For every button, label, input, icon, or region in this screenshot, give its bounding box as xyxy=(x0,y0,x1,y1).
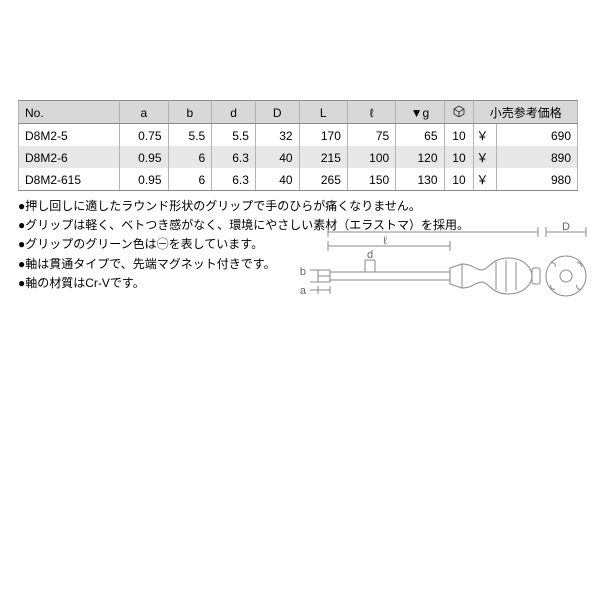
col-a: a xyxy=(120,101,168,124)
diagram-label-d: d xyxy=(367,249,373,261)
note-line: ●押し回しに適したラウンド形状のグリップで手のひらが痛くなりません。 xyxy=(18,197,578,216)
dimension-diagram: L ℓ d b a xyxy=(300,220,590,330)
col-package xyxy=(444,101,474,124)
diagram-label-L: L xyxy=(425,221,431,233)
cell-l: 100 xyxy=(347,146,395,168)
cell-a: 0.95 xyxy=(120,146,168,168)
cell-L: 265 xyxy=(299,168,347,191)
cell-L: 170 xyxy=(299,124,347,147)
col-d: d xyxy=(212,101,256,124)
cell-D: 40 xyxy=(255,168,299,191)
cell-l: 150 xyxy=(347,168,395,191)
cell-L: 215 xyxy=(299,146,347,168)
cell-pk: 10 xyxy=(444,168,474,191)
cell-b: 5.5 xyxy=(168,124,212,147)
cell-a: 0.75 xyxy=(120,124,168,147)
cell-a: 0.95 xyxy=(120,168,168,191)
diagram-label-a: a xyxy=(300,285,307,297)
cell-price: 890 xyxy=(497,146,578,168)
diagram-label-l: ℓ xyxy=(383,235,387,247)
table-row: D8M2-5 0.75 5.5 5.5 32 170 75 65 10 ￥ 69… xyxy=(19,124,578,147)
cell-yen: ￥ xyxy=(474,124,497,147)
table-row: D8M2-615 0.95 6 6.3 40 265 150 130 10 ￥ … xyxy=(19,168,578,191)
cell-price: 980 xyxy=(497,168,578,191)
cell-D: 40 xyxy=(255,146,299,168)
cell-yen: ￥ xyxy=(474,168,497,191)
spec-table: No. a b d D L ℓ ▼g 小売参考価格 xyxy=(18,100,578,191)
table-row: D8M2-6 0.95 6 6.3 40 215 100 120 10 ￥ 89… xyxy=(19,146,578,168)
package-icon xyxy=(453,105,465,120)
cell-d: 6.3 xyxy=(212,168,256,191)
cell-b: 6 xyxy=(168,146,212,168)
col-L: L xyxy=(299,101,347,124)
cell-no: D8M2-6 xyxy=(19,146,120,168)
col-price: 小売参考価格 xyxy=(474,101,578,124)
col-weight: ▼g xyxy=(396,101,444,124)
cell-g: 65 xyxy=(396,124,444,147)
cell-g: 120 xyxy=(396,146,444,168)
table-header-row: No. a b d D L ℓ ▼g 小売参考価格 xyxy=(19,101,578,124)
diagram-label-D: D xyxy=(562,221,570,233)
col-no: No. xyxy=(19,101,120,124)
col-b: b xyxy=(168,101,212,124)
diagram-label-b: b xyxy=(300,266,306,278)
cell-g: 130 xyxy=(396,168,444,191)
cell-no: D8M2-5 xyxy=(19,124,120,147)
cell-pk: 10 xyxy=(444,146,474,168)
cell-yen: ￥ xyxy=(474,146,497,168)
col-D: D xyxy=(255,101,299,124)
col-l: ℓ xyxy=(347,101,395,124)
cell-no: D8M2-615 xyxy=(19,168,120,191)
cell-l: 75 xyxy=(347,124,395,147)
cell-D: 32 xyxy=(255,124,299,147)
cell-d: 5.5 xyxy=(212,124,256,147)
cell-d: 6.3 xyxy=(212,146,256,168)
cell-pk: 10 xyxy=(444,124,474,147)
cell-price: 690 xyxy=(497,124,578,147)
cell-b: 6 xyxy=(168,168,212,191)
